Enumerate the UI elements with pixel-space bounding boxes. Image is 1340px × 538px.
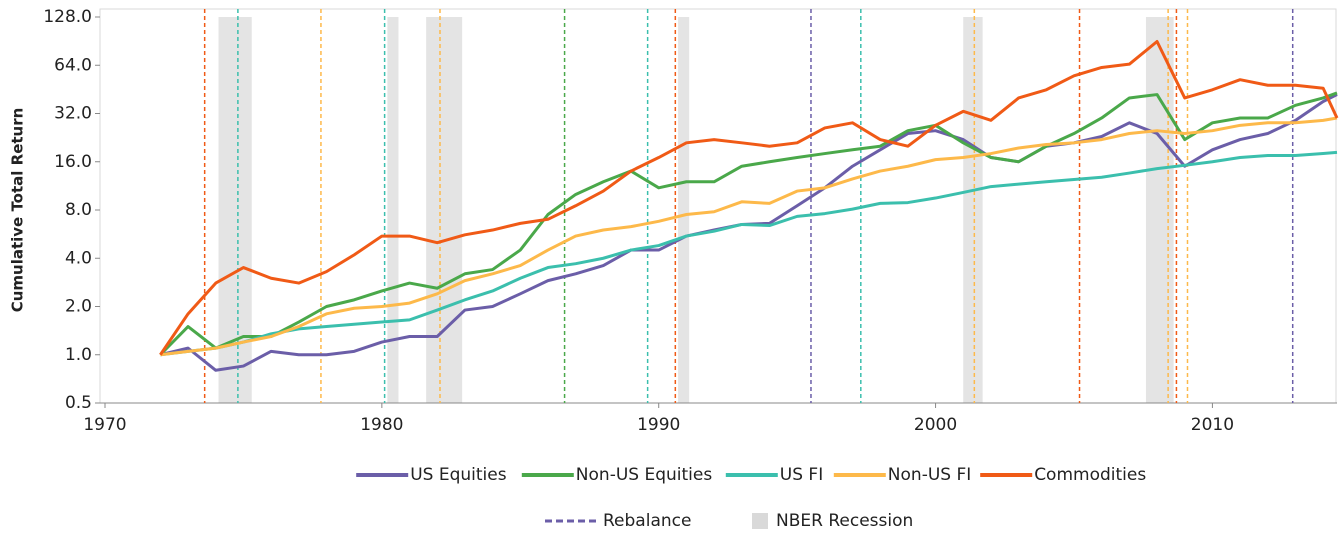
x-tick-label: 2010 xyxy=(1191,415,1234,435)
x-tick-label: 2000 xyxy=(914,415,957,435)
recession-band xyxy=(678,17,690,403)
series-line xyxy=(159,91,1338,356)
x-tick-label: 1980 xyxy=(360,415,403,435)
legend-label: US FI xyxy=(780,465,823,485)
legend-label: Commodities xyxy=(1034,465,1146,485)
y-tick-label: 32.0 xyxy=(54,104,92,124)
y-tick-label: 16.0 xyxy=(54,152,92,172)
y-tick-label: 64.0 xyxy=(54,55,92,75)
legend-swatch xyxy=(752,513,768,529)
y-tick-label: 2.0 xyxy=(65,297,92,317)
legend-label: Non-US FI xyxy=(888,465,971,485)
series-line xyxy=(159,40,1339,356)
y-axis-label: Cumulative Total Return xyxy=(9,108,27,313)
legend-label: US Equities xyxy=(410,465,507,485)
series-line xyxy=(160,150,1338,357)
series-line xyxy=(160,116,1338,357)
legend-label: NBER Recession xyxy=(776,511,913,531)
recession-band xyxy=(387,17,399,403)
y-tick-label: 0.5 xyxy=(65,393,92,413)
recession-band xyxy=(1145,17,1174,403)
x-tick-label: 1970 xyxy=(83,415,126,435)
legend-label: Non-US Equities xyxy=(576,465,713,485)
legend-label: Rebalance xyxy=(603,511,691,531)
recession-band xyxy=(963,17,983,403)
x-tick-label: 1990 xyxy=(637,415,680,435)
y-tick-label: 128.0 xyxy=(43,7,92,27)
recession-band xyxy=(426,17,463,403)
y-tick-label: 1.0 xyxy=(65,345,92,365)
y-tick-label: 4.0 xyxy=(65,248,92,268)
y-tick-label: 8.0 xyxy=(65,200,92,220)
